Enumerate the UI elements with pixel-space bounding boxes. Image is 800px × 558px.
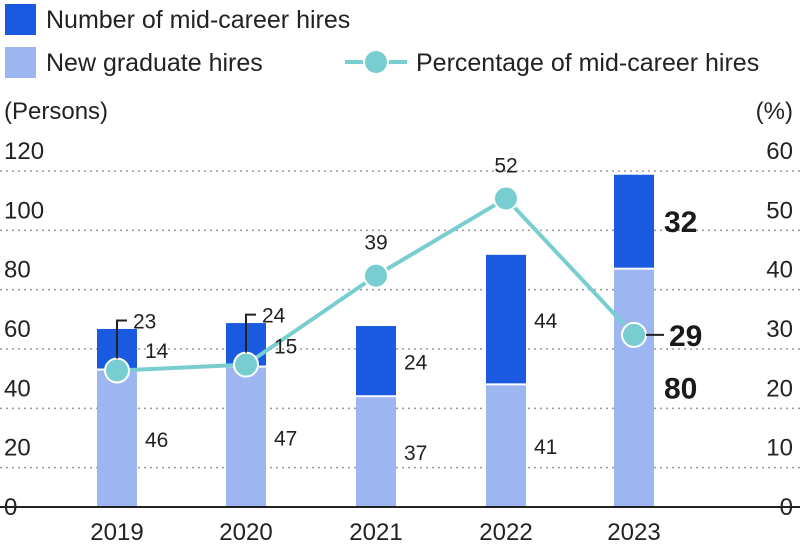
label-new-graduate: 80 [664,372,697,405]
label-mid-career: 32 [664,206,697,239]
bar-new-graduate [486,385,526,507]
percentage-point [363,262,389,289]
label-percentage: 29 [669,320,702,353]
label-percentage: 23 [133,311,156,334]
legend-swatch-mid-career [5,4,36,35]
percentage-point [493,185,519,212]
bars [97,174,654,507]
x-tick-label: 2019 [90,519,143,546]
y-tick-right-label: 40 [766,257,793,284]
label-new-graduate: 37 [404,442,427,465]
label-mid-career: 14 [145,340,169,363]
bar-new-graduate [614,269,654,507]
x-tick-label: 2022 [479,519,532,546]
y-tick-left-label: 40 [4,375,31,402]
y-tick-left-label: 100 [4,197,44,224]
percentage-leader [116,319,127,359]
y-tick-left-label: 80 [4,257,31,284]
label-mid-career: 44 [534,310,558,333]
y-tick-right-label: 60 [766,138,793,165]
label-new-graduate: 46 [145,429,168,452]
x-ticks: 2019 2020 2021 2022 2023 [90,519,660,546]
legend-label-mid-career: Number of mid-career hires [46,6,350,34]
percentage-point [104,357,130,384]
legend-label-new-graduate: New graduate hires [46,49,263,77]
bar-mid-career [486,254,526,384]
bar-mid-career [614,174,654,268]
label-percentage: 52 [494,154,517,177]
legend-swatch-new-graduate [5,47,36,78]
label-new-graduate: 41 [534,436,557,459]
bar-new-graduate [226,367,266,507]
legend: Number of mid-career hires New graduate … [5,4,759,78]
percentage-leader [245,313,256,353]
percentage-point [621,321,647,348]
legend-marker-percentage [363,49,389,75]
percentage-point [233,351,259,378]
percentage-line [104,185,647,384]
y-axis-right-label: (%) [756,98,793,125]
y-tick-left-label: 20 [4,435,31,462]
bar-new-graduate [356,397,396,507]
label-percentage: 24 [262,305,286,328]
x-tick-label: 2020 [219,519,272,546]
label-new-graduate: 47 [274,427,297,450]
legend-label-percentage: Percentage of mid-career hires [416,49,759,77]
y-tick-left-label: 120 [4,138,44,165]
bar-new-graduate [97,370,137,507]
data-labels: 46 14 47 15 37 24 41 44 80 32 23 24 39 52 29 [116,154,702,465]
y-tick-right-label: 20 [766,375,793,402]
y-tick-right-label: 50 [766,197,793,224]
x-tick-label: 2023 [607,519,660,546]
y-tick-right-label: 30 [766,316,793,343]
bar-mid-career [356,326,396,396]
label-percentage: 39 [364,232,387,255]
y-tick-left-label: 60 [4,316,31,343]
y-tick-right-label: 10 [766,435,793,462]
x-tick-label: 2021 [349,519,402,546]
label-mid-career: 15 [274,335,297,358]
y-axis-left-label: (Persons) [4,98,108,125]
label-mid-career: 24 [404,352,428,375]
